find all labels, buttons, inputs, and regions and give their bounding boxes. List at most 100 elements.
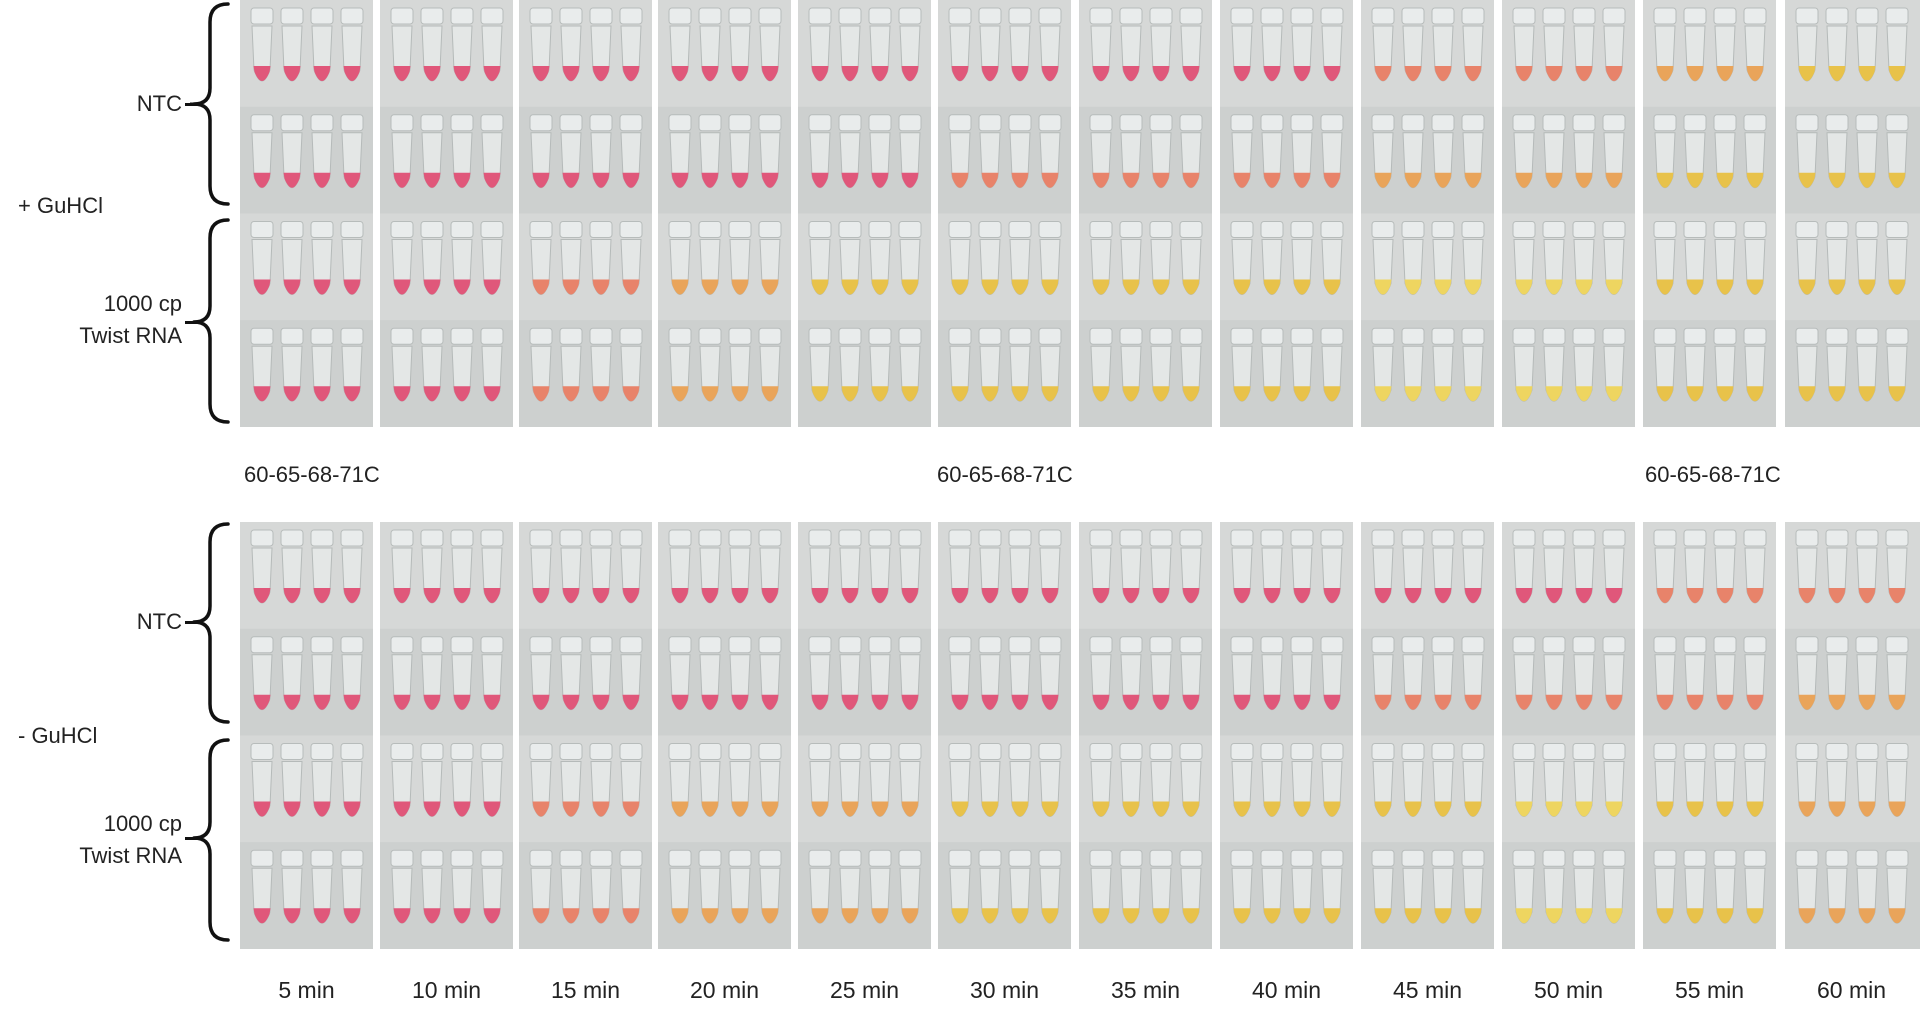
- tube-cap: [589, 743, 613, 760]
- tube-liquid: [1515, 172, 1533, 188]
- tube-liquid: [1233, 66, 1251, 81]
- tube-liquid: [483, 694, 501, 710]
- tube-liquid: [1182, 908, 1200, 924]
- tube-liquid: [1011, 588, 1029, 603]
- tube-liquid: [1545, 908, 1563, 924]
- tube-strip-image: [1220, 522, 1353, 949]
- tube-cap: [1885, 849, 1909, 867]
- tube-cap: [1089, 849, 1113, 867]
- tube-cap: [698, 743, 722, 760]
- tube-liquid: [761, 66, 779, 81]
- tube-cap: [450, 221, 474, 238]
- tube-liquid: [731, 801, 749, 817]
- tube-liquid: [1182, 588, 1200, 603]
- tube-liquid: [1575, 588, 1593, 603]
- tube-liquid: [562, 801, 580, 817]
- tube-cap: [1038, 636, 1062, 654]
- tube-liquid: [1182, 279, 1200, 295]
- tube-cap: [1461, 7, 1485, 25]
- tube-cap: [978, 327, 1002, 345]
- tube-cap: [1713, 327, 1737, 345]
- tube-liquid: [423, 908, 441, 924]
- tube-cap: [838, 327, 862, 345]
- tube-cap: [1089, 221, 1113, 238]
- tube-cap: [559, 221, 583, 238]
- tube-liquid: [313, 279, 331, 295]
- ntc-label-bottom: NTC: [136, 609, 182, 634]
- tube-photo-panel: [1079, 0, 1212, 427]
- tube-liquid: [1122, 694, 1140, 710]
- time-label: 30 min: [969, 977, 1040, 1003]
- tube-cap: [1602, 327, 1626, 345]
- tube-strip-image: [519, 0, 652, 427]
- tube-liquid: [701, 172, 719, 188]
- tube-liquid: [253, 908, 271, 924]
- tube-liquid: [1122, 279, 1140, 295]
- tube-liquid: [1858, 386, 1876, 402]
- tube-cap: [1179, 327, 1203, 345]
- tube-liquid: [1515, 908, 1533, 924]
- tube-liquid: [811, 908, 829, 924]
- tube-liquid: [1374, 172, 1392, 188]
- tube-cap: [668, 743, 692, 760]
- tube-cap: [698, 221, 722, 238]
- tube-liquid: [1404, 801, 1422, 817]
- tube-cap: [1683, 636, 1707, 654]
- tube-cap: [340, 636, 364, 654]
- tube-liquid: [622, 801, 640, 817]
- tube-liquid: [592, 588, 610, 603]
- tube-liquid: [1798, 801, 1816, 817]
- tube-photo-panel: [1220, 0, 1353, 427]
- tube-liquid: [1152, 386, 1170, 402]
- tube-liquid: [1374, 588, 1392, 603]
- tube-liquid: [811, 172, 829, 188]
- tube-liquid: [841, 386, 859, 402]
- tube-liquid: [1404, 908, 1422, 924]
- tube-cap: [310, 327, 334, 345]
- tube-liquid: [901, 588, 919, 603]
- tube-liquid: [951, 801, 969, 817]
- tube-cap: [898, 327, 922, 345]
- tube-cap: [758, 7, 782, 25]
- time-label: 5 min: [278, 977, 335, 1003]
- tube-liquid: [1888, 908, 1906, 924]
- tube-liquid: [343, 588, 361, 603]
- tube-liquid: [1323, 588, 1341, 603]
- tube-liquid: [622, 588, 640, 603]
- tube-liquid: [951, 66, 969, 81]
- tube-liquid: [731, 588, 749, 603]
- tube-liquid: [1293, 908, 1311, 924]
- tube-cap: [1260, 327, 1284, 345]
- tube-cap: [450, 636, 474, 654]
- tube-liquid: [1182, 801, 1200, 817]
- tube-liquid: [483, 66, 501, 81]
- tube-liquid: [1011, 386, 1029, 402]
- tube-cap: [1683, 221, 1707, 238]
- tube-liquid: [562, 694, 580, 710]
- tube-liquid: [1605, 66, 1623, 81]
- tube-cap: [390, 221, 414, 238]
- tube-liquid: [981, 279, 999, 295]
- tube-cap: [1683, 743, 1707, 760]
- tube-cap: [619, 743, 643, 760]
- tube-liquid: [1464, 172, 1482, 188]
- tube-liquid: [313, 908, 331, 924]
- tube-cap: [1461, 327, 1485, 345]
- time-label: 25 min: [829, 977, 900, 1003]
- tube-liquid: [283, 908, 301, 924]
- tube-cap: [1038, 327, 1062, 345]
- tube-liquid: [622, 279, 640, 295]
- tube-liquid: [1263, 172, 1281, 188]
- tube-cap: [390, 743, 414, 760]
- tube-cap: [480, 636, 504, 654]
- tube-liquid: [1011, 279, 1029, 295]
- tube-liquid: [731, 386, 749, 402]
- tube-liquid: [1323, 694, 1341, 710]
- tube-liquid: [1716, 588, 1734, 603]
- tube-liquid: [532, 279, 550, 295]
- tube-liquid: [871, 386, 889, 402]
- tube-cap: [1602, 7, 1626, 25]
- tube-liquid: [1464, 588, 1482, 603]
- tube-liquid: [1464, 694, 1482, 710]
- tube-cap: [619, 849, 643, 867]
